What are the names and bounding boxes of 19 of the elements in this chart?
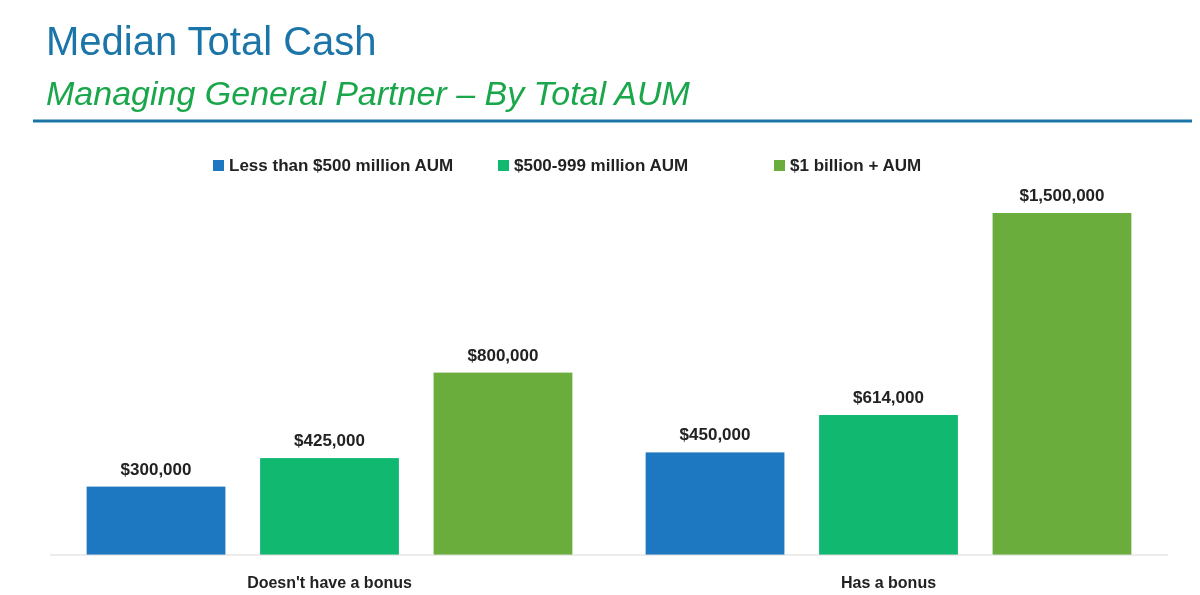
x-tick-label: Has a bonus xyxy=(840,574,937,591)
x-tick-label: Doesn't have a bonus xyxy=(247,574,412,591)
chart-subtitle: Managing General Partner – By Total AUM xyxy=(46,74,691,112)
data-label: $300,000 xyxy=(120,459,192,479)
data-label: $614,000 xyxy=(853,388,924,408)
data-label: $800,000 xyxy=(467,345,539,365)
data-label: $1,500,000 xyxy=(1019,186,1105,205)
bar xyxy=(433,372,573,555)
bar xyxy=(819,415,958,555)
chart-title: Median Total Cash xyxy=(46,19,377,63)
legend-label: Less than $500 million AUM xyxy=(229,156,454,175)
legend-label: $1 billion + AUM xyxy=(790,156,922,175)
bar xyxy=(260,458,399,555)
bar xyxy=(992,213,1132,555)
bar xyxy=(645,452,785,555)
data-label: $450,000 xyxy=(679,425,751,445)
bar xyxy=(86,486,226,555)
data-label: $425,000 xyxy=(294,431,365,451)
legend-label: $500-999 million AUM xyxy=(514,156,689,175)
